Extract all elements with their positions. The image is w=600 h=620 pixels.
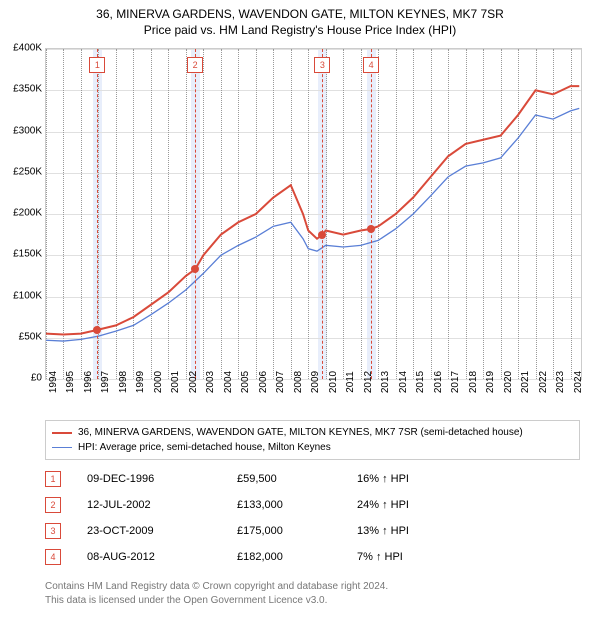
x-tick-label: 1999 [135, 371, 146, 393]
chart-lines [46, 49, 581, 379]
legend-swatch-1 [52, 432, 72, 434]
x-tick-label: 2006 [258, 371, 269, 393]
price-chart: 1 2 3 4 [45, 48, 582, 380]
x-tick-label: 2011 [345, 371, 356, 393]
x-tick-label: 2021 [520, 371, 531, 393]
row-hpi: 24% ↑ HPI [357, 499, 477, 511]
series-line [46, 108, 579, 341]
x-tick-label: 2000 [153, 371, 164, 393]
legend-row-1: 36, MINERVA GARDENS, WAVENDON GATE, MILT… [52, 425, 573, 440]
marker-line [322, 49, 323, 379]
y-tick-label: £300K [0, 125, 42, 136]
row-marker: 1 [45, 471, 61, 487]
table-row: 3 23-OCT-2009£175,00013% ↑ HPI [45, 518, 580, 544]
x-tick-label: 2013 [380, 371, 391, 393]
x-tick-label: 2024 [573, 371, 584, 393]
sale-dot [367, 225, 375, 233]
x-tick-label: 2003 [205, 371, 216, 393]
x-tick-label: 2007 [275, 371, 286, 393]
row-hpi: 7% ↑ HPI [357, 551, 477, 563]
y-tick-label: £400K [0, 43, 42, 54]
x-tick-label: 1994 [48, 371, 59, 393]
x-tick-label: 2016 [433, 371, 444, 393]
x-tick-label: 2023 [555, 371, 566, 393]
row-date: 09-DEC-1996 [87, 473, 237, 485]
marker-line [371, 49, 372, 379]
legend-label-2: HPI: Average price, semi-detached house,… [78, 440, 331, 455]
row-price: £133,000 [237, 499, 357, 511]
footer-line1: Contains HM Land Registry data © Crown c… [45, 580, 580, 594]
sale-dot [93, 326, 101, 334]
x-tick-label: 2020 [503, 371, 514, 393]
row-price: £59,500 [237, 473, 357, 485]
legend-label-1: 36, MINERVA GARDENS, WAVENDON GATE, MILT… [78, 425, 523, 440]
y-tick-label: £150K [0, 249, 42, 260]
table-row: 1 09-DEC-1996£59,50016% ↑ HPI [45, 466, 580, 492]
x-tick-label: 2008 [293, 371, 304, 393]
y-tick-label: £50K [0, 331, 42, 342]
y-tick-label: £200K [0, 208, 42, 219]
x-tick-label: 2019 [485, 371, 496, 393]
marker-box: 2 [187, 57, 203, 73]
y-tick-label: £250K [0, 166, 42, 177]
footer-line2: This data is licensed under the Open Gov… [45, 594, 580, 608]
x-tick-label: 2012 [363, 371, 374, 393]
y-tick-label: £0 [0, 373, 42, 384]
x-tick-label: 2002 [188, 371, 199, 393]
series-line [46, 86, 579, 334]
x-tick-label: 1998 [118, 371, 129, 393]
sale-dot [318, 231, 326, 239]
table-row: 4 08-AUG-2012£182,0007% ↑ HPI [45, 544, 580, 570]
row-hpi: 13% ↑ HPI [357, 525, 477, 537]
row-marker: 2 [45, 497, 61, 513]
legend: 36, MINERVA GARDENS, WAVENDON GATE, MILT… [45, 420, 580, 460]
marker-box: 1 [89, 57, 105, 73]
x-tick-label: 2009 [310, 371, 321, 393]
y-tick-label: £100K [0, 290, 42, 301]
x-tick-label: 2010 [328, 371, 339, 393]
title-line1: 36, MINERVA GARDENS, WAVENDON GATE, MILT… [0, 6, 600, 22]
row-date: 12-JUL-2002 [87, 499, 237, 511]
x-tick-label: 2014 [398, 371, 409, 393]
row-price: £175,000 [237, 525, 357, 537]
row-date: 23-OCT-2009 [87, 525, 237, 537]
title-line2: Price paid vs. HM Land Registry's House … [0, 22, 600, 38]
row-hpi: 16% ↑ HPI [357, 473, 477, 485]
y-tick-label: £350K [0, 84, 42, 95]
row-marker: 3 [45, 523, 61, 539]
table-row: 2 12-JUL-2002£133,00024% ↑ HPI [45, 492, 580, 518]
marker-line [195, 49, 196, 379]
footer: Contains HM Land Registry data © Crown c… [45, 580, 580, 607]
row-price: £182,000 [237, 551, 357, 563]
x-tick-label: 2001 [170, 371, 181, 393]
x-tick-label: 2004 [223, 371, 234, 393]
chart-title: 36, MINERVA GARDENS, WAVENDON GATE, MILT… [0, 0, 600, 38]
x-tick-label: 2015 [415, 371, 426, 393]
x-tick-label: 2005 [240, 371, 251, 393]
x-tick-label: 1997 [100, 371, 111, 393]
marker-box: 3 [314, 57, 330, 73]
x-tick-label: 1996 [83, 371, 94, 393]
sale-dot [191, 265, 199, 273]
legend-row-2: HPI: Average price, semi-detached house,… [52, 440, 573, 455]
x-tick-label: 1995 [65, 371, 76, 393]
x-tick-label: 2018 [468, 371, 479, 393]
row-date: 08-AUG-2012 [87, 551, 237, 563]
transaction-table: 1 09-DEC-1996£59,50016% ↑ HPI 2 12-JUL-2002… [45, 466, 580, 570]
x-tick-label: 2022 [538, 371, 549, 393]
row-marker: 4 [45, 549, 61, 565]
legend-swatch-2 [52, 447, 72, 448]
marker-box: 4 [363, 57, 379, 73]
x-tick-label: 2017 [450, 371, 461, 393]
